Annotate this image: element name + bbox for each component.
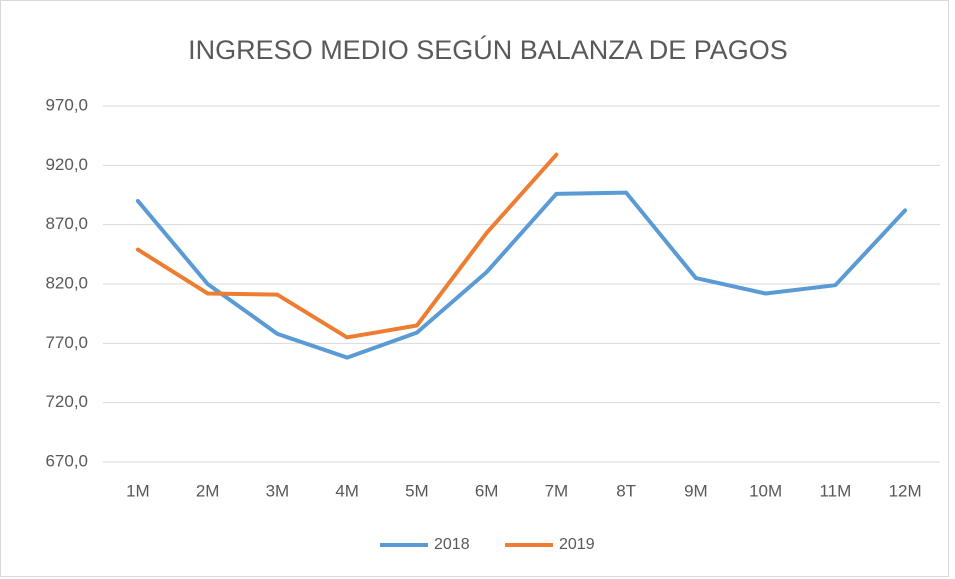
x-tick-label: 3M xyxy=(266,481,290,500)
legend-label: 2018 xyxy=(434,536,470,553)
series-line xyxy=(135,152,559,340)
chart-title: INGRESO MEDIO SEGÚN BALANZA DE PAGOS xyxy=(188,34,788,65)
series-line xyxy=(135,190,908,360)
x-tick-label: 5M xyxy=(405,481,429,500)
y-tick-label: 670,0 xyxy=(45,451,88,470)
y-tick-label: 920,0 xyxy=(45,155,88,174)
x-tick-label: 10M xyxy=(749,481,782,500)
x-tick-label: 2M xyxy=(196,481,220,500)
y-tick-label: 720,0 xyxy=(45,392,88,411)
legend-label: 2019 xyxy=(559,536,595,553)
x-tick-label: 9M xyxy=(684,481,708,500)
y-tick-label: 770,0 xyxy=(45,333,88,352)
x-tick-label: 6M xyxy=(475,481,499,500)
x-tick-label: 4M xyxy=(335,481,359,500)
x-tick-label: 1M xyxy=(126,481,150,500)
x-tick-label: 12M xyxy=(889,481,922,500)
y-tick-label: 870,0 xyxy=(45,214,88,233)
x-tick-label: 8T xyxy=(616,481,636,500)
y-tick-label: 820,0 xyxy=(45,273,88,292)
x-tick-label: 7M xyxy=(545,481,569,500)
y-tick-label: 970,0 xyxy=(45,95,88,114)
x-tick-label: 11M xyxy=(819,481,851,500)
